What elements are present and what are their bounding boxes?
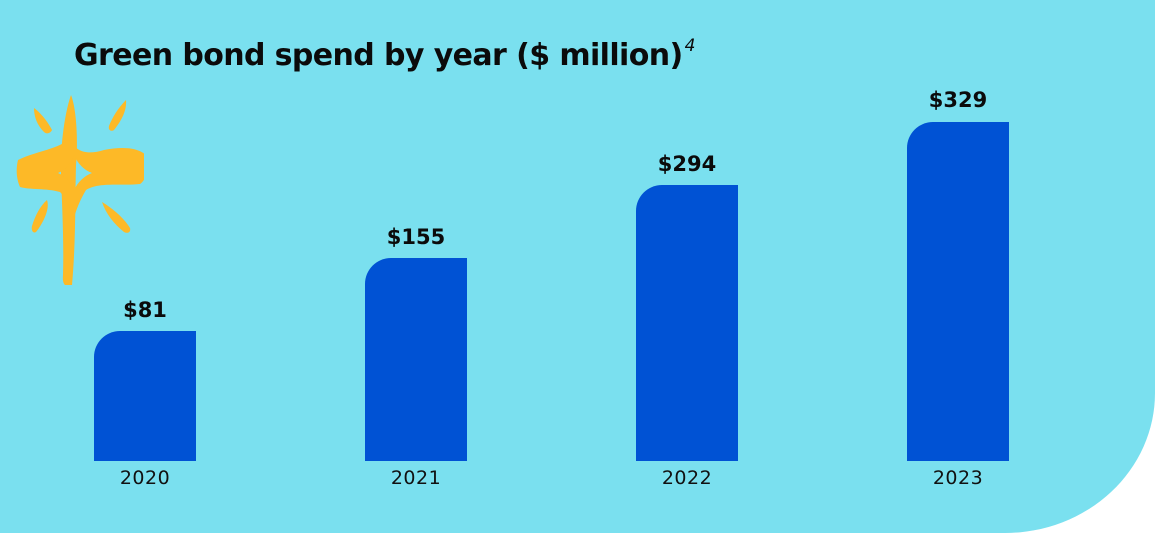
x-axis-label: 2020 xyxy=(119,467,171,489)
footnote-marker: 4 xyxy=(684,36,696,56)
bar-value-label: $155 xyxy=(386,225,446,249)
chart-title-text: Green bond spend by year ($ million) xyxy=(74,38,683,73)
bar-2021 xyxy=(365,258,467,461)
sparkle-icon xyxy=(16,95,144,285)
bar-value-label: $81 xyxy=(123,298,167,322)
x-axis-label: 2023 xyxy=(932,467,984,489)
chart-title: Green bond spend by year ($ million) 4 xyxy=(74,36,695,73)
bar-value-label: $294 xyxy=(657,152,717,176)
bar-2020 xyxy=(94,331,196,461)
x-axis-label: 2022 xyxy=(661,467,713,489)
bar-2022 xyxy=(636,185,738,461)
bar-2023 xyxy=(907,122,1009,461)
x-axis-label: 2021 xyxy=(390,467,442,489)
bar-value-label: $329 xyxy=(928,88,988,112)
